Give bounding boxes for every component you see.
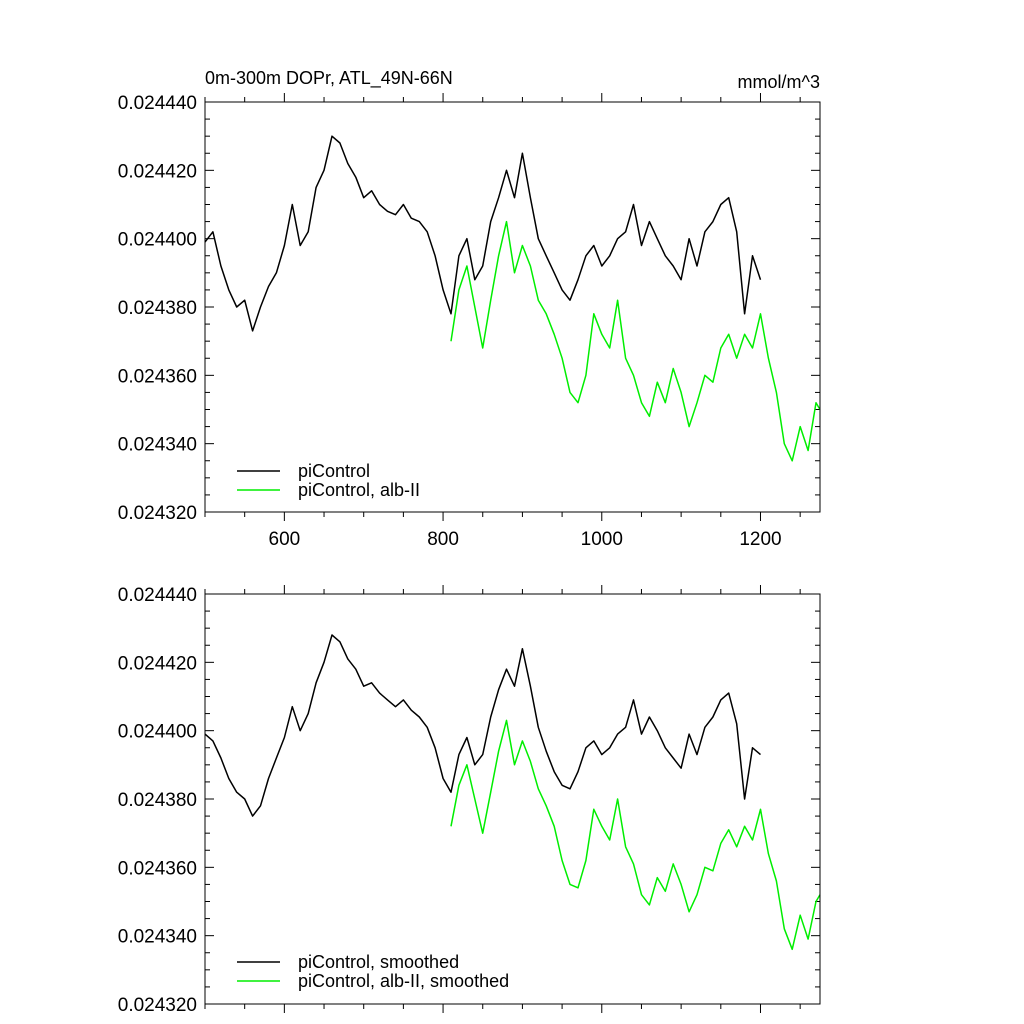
series-line-picontrol	[204, 135, 762, 332]
series-line-picontrol-smoothed	[204, 634, 761, 817]
x-tick-label: 600	[269, 529, 301, 550]
y-tick-label: 0.024360	[118, 858, 197, 879]
y-tick-label: 0.024440	[118, 93, 197, 114]
series-line-picontrol-alb-ii-smoothed	[450, 719, 821, 951]
y-tick-label: 0.024320	[118, 503, 197, 524]
units-label: mmol/m^3	[738, 72, 820, 92]
legend-label-piControl: piControl	[298, 461, 370, 481]
y-tick-label: 0.024380	[118, 790, 197, 811]
legend-label-alb-II: piControl, alb-II	[298, 480, 420, 500]
bottom-panel-ticks: 0.024320 0.024340 0.024360 0.024380 0.024400…	[118, 585, 820, 1016]
y-tick-label: 0.024440	[118, 585, 197, 606]
plot-frame	[204, 101, 821, 513]
y-tick-label: 0.024420	[118, 653, 197, 674]
chart-title: 0m-300m DOPr, ATL_49N-66N	[205, 68, 453, 89]
x-tick-label: 800	[427, 529, 459, 550]
plot-frame	[204, 593, 821, 1005]
legend-label-piControl-smoothed: piControl, smoothed	[298, 952, 459, 972]
x-tick-label: 1200	[739, 529, 781, 550]
top-panel-ticks: 0.024320 0.024340 0.024360 0.024380 0.024400…	[118, 93, 820, 550]
top-panel-series	[204, 135, 821, 462]
legend: piControl piControl, alb-II	[237, 461, 420, 500]
bottom-panel: 0.024320 0.024340 0.024360 0.024380 0.024400…	[118, 585, 821, 1016]
series-line-picontrol-alb-ii	[450, 220, 821, 462]
y-tick-label: 0.024340	[118, 435, 197, 456]
x-tick-label: 1000	[581, 529, 623, 550]
legend: piControl, smoothed piControl, alb-II, s…	[237, 952, 509, 991]
y-tick-label: 0.024420	[118, 161, 197, 182]
y-tick-label: 0.024380	[118, 298, 197, 319]
y-tick-label: 0.024400	[118, 230, 197, 251]
y-tick-label: 0.024340	[118, 927, 197, 948]
y-tick-label: 0.024320	[118, 995, 197, 1016]
y-tick-label: 0.024400	[118, 722, 197, 743]
legend-label-alb-II-smoothed: piControl, alb-II, smoothed	[298, 971, 509, 991]
y-tick-label: 0.024360	[118, 366, 197, 387]
bottom-panel-series	[204, 634, 821, 951]
top-panel: 0m-300m DOPr, ATL_49N-66N mmol/m^3 0.024…	[118, 68, 821, 550]
